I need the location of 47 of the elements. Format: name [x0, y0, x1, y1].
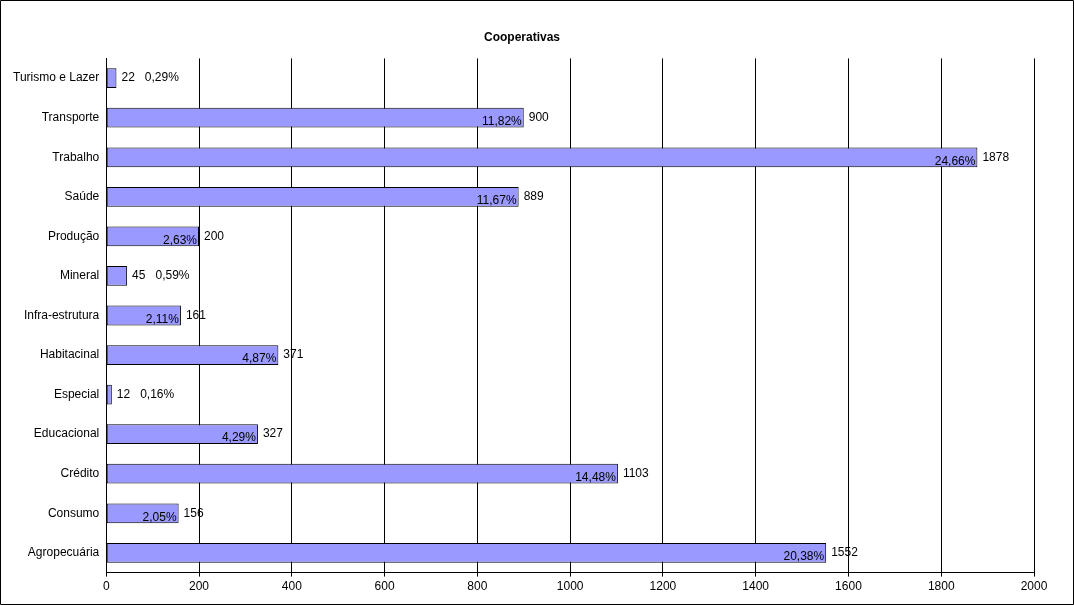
annotation: 0,16%	[140, 386, 175, 401]
y-tick-label: Educacional	[33, 426, 100, 441]
x-tick-label: 200	[189, 579, 210, 594]
data-label: 12	[116, 386, 131, 401]
x-tick-label: 2000	[1020, 579, 1048, 594]
data-label: 22	[121, 70, 136, 85]
x-tick-label: 1800	[927, 579, 955, 594]
annotation: 4,29%	[221, 430, 257, 445]
x-tick-label: 1000	[556, 579, 584, 594]
y-tick-label: Habitacinal	[39, 347, 100, 362]
y-tick-label: Transporte	[41, 110, 100, 125]
x-tick-label: 0	[102, 579, 110, 594]
data-label: 1103	[622, 466, 650, 481]
y-tick-label: Especial	[53, 386, 100, 401]
y-tick-label: Mineral	[59, 268, 100, 283]
annotation: 2,05%	[142, 509, 177, 524]
annotation: 11,82%	[481, 114, 523, 129]
data-label: 900	[528, 110, 550, 125]
annotation: 0,59%	[155, 268, 190, 283]
annotation: 11,67%	[476, 193, 517, 208]
y-tick-label: Saúde	[64, 189, 100, 204]
x-tick-label: 1200	[649, 579, 677, 594]
data-label: 200	[204, 228, 225, 243]
annotation: 4,87%	[242, 351, 277, 366]
annotation: 14,48%	[575, 470, 617, 485]
x-tick-label: 400	[281, 579, 303, 594]
chart-title: Cooperativas	[483, 29, 561, 44]
annotation: 24,66%	[934, 153, 976, 168]
y-tick-label: Trabalho	[52, 149, 100, 164]
x-tick-label: 800	[467, 579, 488, 594]
data-label: 327	[262, 426, 284, 441]
annotation: 20,38%	[783, 549, 825, 564]
annotation: 2,11%	[145, 311, 180, 326]
y-tick-label: Infra-estrutura	[23, 307, 100, 322]
y-tick-label: Turismo e Lazer	[13, 70, 100, 85]
y-tick-label: Produção	[47, 228, 100, 243]
annotation: 0,29%	[144, 70, 180, 85]
x-tick-label: 600	[374, 579, 395, 594]
y-tick-label: Crédito	[60, 466, 100, 481]
y-tick-label: Agropecuária	[27, 545, 100, 560]
data-label: 1878	[982, 149, 1010, 164]
data-label: 889	[523, 189, 544, 204]
annotation: 2,63%	[162, 232, 198, 247]
x-tick-label: 1600	[835, 579, 863, 594]
data-label: 45	[132, 268, 146, 283]
x-tick-label: 1400	[742, 579, 770, 594]
y-tick-label: Consumo	[47, 505, 100, 520]
